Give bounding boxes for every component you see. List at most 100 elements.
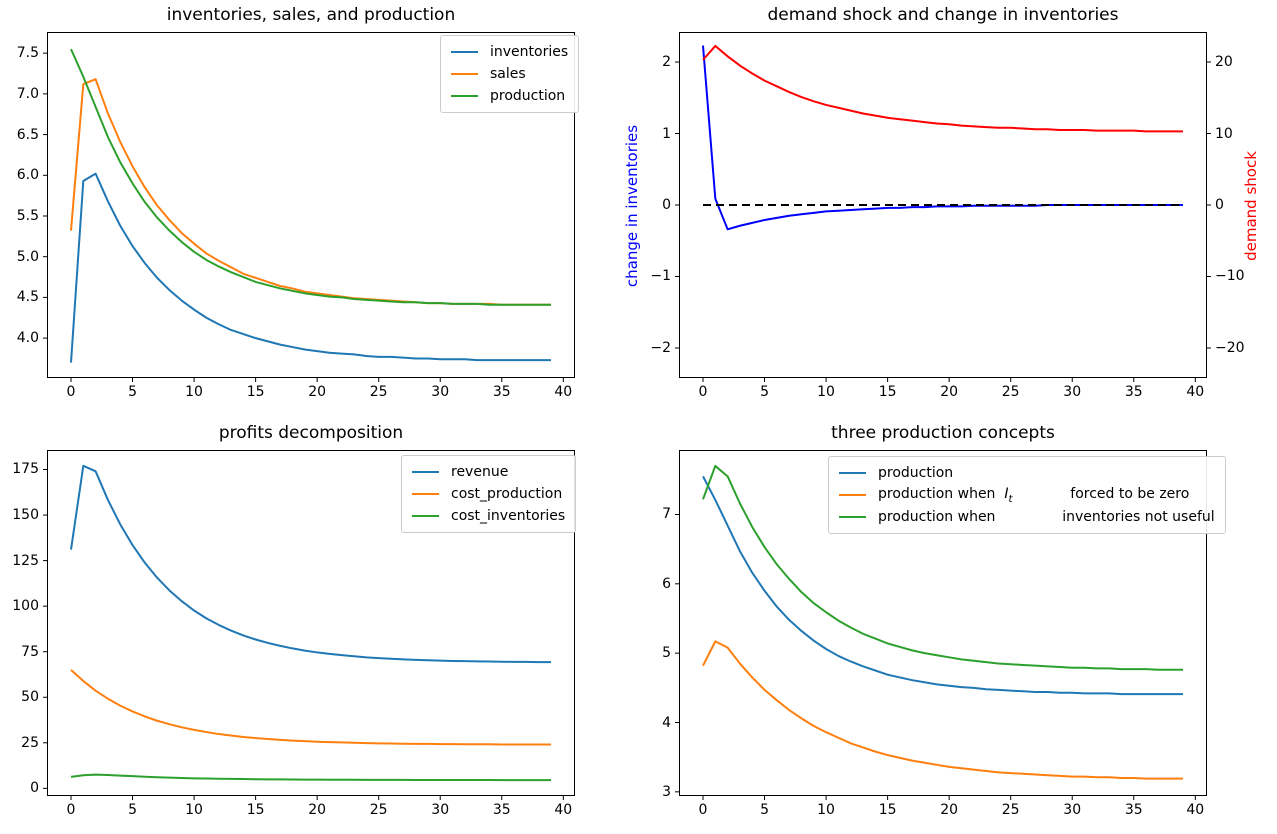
x-tick-label: 40: [554, 802, 573, 818]
y-tick-label-right: −10: [1215, 268, 1245, 285]
x-tick-label: 0: [698, 802, 708, 818]
line-production: [702, 475, 1183, 696]
line-revenue: [70, 464, 551, 664]
legend-item-production-inventories-not-useful: production when inventories not useful: [839, 506, 1215, 528]
x-tick-label: 15: [878, 802, 897, 818]
axis-ticks: [43, 52, 564, 382]
legend-line-sample: [451, 51, 478, 53]
x-tick-label: 25: [1001, 384, 1020, 400]
y-tick-label-right: −20: [1215, 339, 1245, 356]
x-tick-label: 30: [1063, 384, 1082, 400]
legend-item-production-inventories-forced-zero: production when It forced to be zero: [839, 484, 1215, 506]
line-change-in-inventories: [702, 45, 1183, 231]
legend-item-inventories: inventories: [451, 41, 568, 63]
legend-label: cost_inventories: [451, 508, 566, 524]
legend-label: inventories: [490, 44, 569, 60]
y-tick-label: 4: [662, 714, 671, 731]
y-tick-label: 75: [21, 643, 39, 660]
y-tick-label: 6: [662, 575, 671, 592]
x-tick-label: 5: [760, 802, 769, 818]
x-tick-label: 20: [940, 802, 959, 818]
y-tick-label: 4.0: [16, 330, 39, 347]
x-tick-label: 0: [698, 384, 708, 400]
legend-item-cost-production: cost_production: [412, 483, 565, 505]
x-tick-label: 40: [1186, 384, 1205, 400]
line-cost-production: [70, 669, 551, 746]
y-tick-label: 5.0: [16, 248, 39, 265]
x-tick-label: 10: [185, 802, 203, 818]
x-tick-label: 40: [1186, 802, 1205, 818]
legend-line-sample: [839, 494, 866, 496]
legend-line-sample: [839, 516, 866, 518]
legend-item-sales: sales: [451, 63, 568, 85]
x-tick-label: 15: [246, 802, 265, 818]
y-tick-label: 0: [30, 780, 39, 797]
y-tick-label: 4.5: [16, 289, 39, 306]
y-tick-label: 2: [662, 54, 671, 71]
x-tick-label: 35: [1124, 384, 1143, 400]
legend-line-sample: [839, 472, 866, 474]
x-tick-label: 10: [817, 802, 835, 818]
x-tick-label: 30: [1063, 802, 1082, 818]
x-tick-label: 5: [760, 384, 769, 400]
plot-area: [675, 450, 1207, 800]
plot-area: [43, 32, 575, 382]
x-tick-label: 35: [492, 802, 511, 818]
legend: revenue cost_production cost_inventories: [401, 455, 577, 533]
line-production-inventories-forced-zero: [702, 640, 1183, 780]
line-production-inventories-not-useful: [702, 464, 1183, 671]
x-tick-label: 10: [817, 384, 835, 400]
y-tick-label: 150: [12, 507, 39, 524]
line-production: [70, 48, 551, 306]
legend-label: revenue: [451, 464, 509, 480]
x-tick-label: 5: [128, 384, 137, 400]
chart-title: three production concepts: [831, 423, 1055, 443]
legend: inventories sales production: [440, 35, 580, 113]
y-tick-label: 5: [662, 645, 671, 662]
x-tick-label: 25: [369, 802, 388, 818]
y-tick-label: −1: [650, 268, 671, 285]
legend-item-production: production: [451, 85, 568, 107]
y-tick-label: 3: [662, 783, 671, 800]
x-tick-label: 5: [128, 802, 137, 818]
legend-label: production: [490, 88, 566, 104]
x-tick-label: 20: [308, 384, 327, 400]
x-tick-label: 15: [878, 384, 897, 400]
chart-title: profits decomposition: [218, 423, 404, 443]
legend-line-sample: [451, 73, 478, 75]
x-tick-label: 35: [1124, 802, 1143, 818]
plot-area: [675, 32, 1211, 382]
legend-line-sample: [412, 493, 439, 495]
x-tick-label: 40: [554, 384, 573, 400]
line-demand-shock: [702, 44, 1183, 133]
legend-label: production: [878, 465, 954, 481]
y-tick-label: 25: [21, 734, 39, 751]
axis-ticks: [43, 468, 564, 800]
y-tick-label: 50: [21, 689, 39, 706]
legend-line-sample: [412, 515, 439, 517]
legend-label: sales: [490, 66, 526, 82]
y-tick-label: 5.5: [16, 207, 39, 224]
axis-ticks: [675, 513, 1196, 800]
y-tick-label: 7: [662, 506, 671, 523]
y-tick-label: 125: [12, 552, 39, 569]
legend-item-cost-inventories: cost_inventories: [412, 505, 565, 527]
chart-title: inventories, sales, and production: [166, 5, 456, 25]
legend-label: cost_production: [451, 486, 563, 502]
line-inventories: [70, 172, 551, 363]
x-tick-label: 20: [308, 802, 327, 818]
y-tick-label-right: 20: [1215, 54, 1233, 71]
y-tick-label: 100: [12, 598, 39, 615]
x-tick-label: 15: [246, 384, 265, 400]
legend-item-production: production: [839, 462, 1215, 484]
y-tick-label: 7.0: [16, 85, 39, 102]
y-tick-label: 0: [662, 197, 671, 213]
x-tick-label: 30: [431, 384, 450, 400]
plot-area: [43, 450, 575, 800]
x-tick-label: 35: [492, 384, 511, 400]
